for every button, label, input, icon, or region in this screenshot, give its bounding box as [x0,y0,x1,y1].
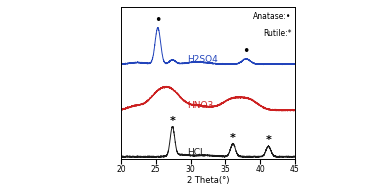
Text: •: • [154,14,161,27]
Text: H2SO4: H2SO4 [187,55,218,64]
Text: •: • [242,45,250,58]
Text: *: * [265,135,271,145]
Text: Rutile:*: Rutile:* [263,29,291,38]
Text: *: * [169,116,175,126]
Text: Anatase:•: Anatase:• [253,12,291,21]
Text: HCl: HCl [187,148,203,157]
Text: HNO3: HNO3 [187,101,213,110]
Text: *: * [230,133,236,143]
X-axis label: 2 Theta(°): 2 Theta(°) [187,176,229,185]
